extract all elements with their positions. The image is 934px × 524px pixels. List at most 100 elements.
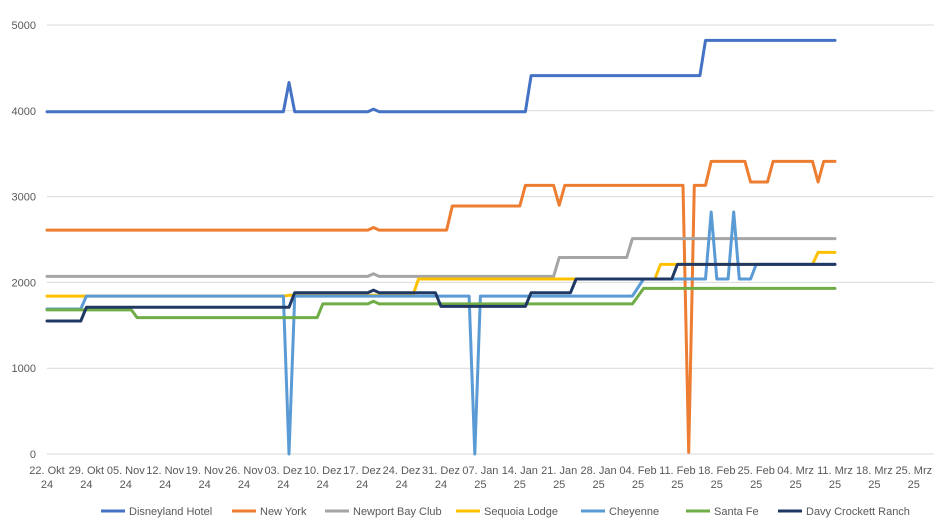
x-tick-label-year: 24 <box>80 479 92 491</box>
legend-item: Newport Bay Club <box>325 506 442 518</box>
x-tick-label-date: 14. Jan <box>502 465 538 477</box>
series-line-disneyland-hotel <box>45 38 837 114</box>
x-tick-label: 04. Feb 25 <box>619 465 656 491</box>
series-line-sequoia-lodge <box>45 250 837 298</box>
x-tick-label-date: 03. Dez <box>264 465 302 477</box>
x-tick-label: 29. Okt 24 <box>69 465 104 491</box>
legend-label: Disneyland Hotel <box>129 506 212 518</box>
legend-item: Sequoia Lodge <box>456 506 558 518</box>
x-tick-label-year: 25 <box>671 479 683 491</box>
x-tick-label: 26. Nov 24 <box>225 465 263 491</box>
series-line-newport-bay-club <box>45 237 837 278</box>
x-tick-label-year: 25 <box>829 479 841 491</box>
x-tick-label-date: 19. Nov <box>186 465 224 477</box>
x-tick-label-year: 25 <box>868 479 880 491</box>
y-tick-label: 5000 <box>12 20 36 32</box>
x-tick-label-date: 24. Dez <box>383 465 421 477</box>
y-tick-label: 0 <box>30 449 36 461</box>
x-tick-label-date: 07. Jan <box>462 465 498 477</box>
x-tick-label-date: 28. Jan <box>581 465 617 477</box>
y-tick-label: 3000 <box>12 192 36 204</box>
x-tick-label: 18. Mrz 25 <box>856 465 893 491</box>
x-tick-label-year: 24 <box>159 479 171 491</box>
legend-item: Davy Crockett Ranch <box>778 506 910 518</box>
x-tick-label-date: 10. Dez <box>304 465 342 477</box>
x-tick-label: 25. Mrz 25 <box>895 465 932 491</box>
x-tick-label: 21. Jan 25 <box>541 465 577 491</box>
x-tick-label-year: 25 <box>592 479 604 491</box>
x-tick-label: 28. Jan 25 <box>581 465 617 491</box>
x-tick-label-date: 18. Mrz <box>856 465 893 477</box>
x-tick-label: 19. Nov 24 <box>186 465 224 491</box>
x-tick-label-year: 25 <box>553 479 565 491</box>
x-tick-label-date: 29. Okt <box>69 465 104 477</box>
x-tick-label-date: 31. Dez <box>422 465 460 477</box>
legend-label: Santa Fe <box>714 506 759 518</box>
x-tick-label-date: 25. Feb <box>738 465 775 477</box>
legend-label: Newport Bay Club <box>353 506 442 518</box>
series-line-new-york <box>45 159 837 454</box>
x-tick-label: 05. Nov 24 <box>107 465 145 491</box>
x-tick-label-year: 24 <box>356 479 368 491</box>
x-tick-label-date: 04. Mrz <box>777 465 814 477</box>
y-tick-label: 1000 <box>12 363 36 375</box>
x-tick-label-date: 18. Feb <box>698 465 735 477</box>
x-tick-label: 14. Jan 25 <box>502 465 538 491</box>
x-tick-label: 24. Dez 24 <box>383 465 421 491</box>
y-axis: 0 1000 2000 3000 4000 5000 <box>12 20 36 461</box>
x-tick-label: 11. Mrz 25 <box>817 465 853 491</box>
x-tick-label: 18. Feb 25 <box>698 465 735 491</box>
series-line-davy-crockett-ranch <box>45 262 837 323</box>
x-tick-label-date: 25. Mrz <box>895 465 932 477</box>
x-tick-label: 22. Okt 24 <box>29 465 64 491</box>
y-tick-label: 4000 <box>12 106 36 118</box>
legend-label: New York <box>260 506 307 518</box>
x-tick-label-year: 25 <box>750 479 762 491</box>
legend-label: Davy Crockett Ranch <box>806 506 910 518</box>
x-tick-label: 04. Mrz 25 <box>777 465 814 491</box>
legend-item: New York <box>232 506 307 518</box>
x-tick-label-date: 26. Nov <box>225 465 263 477</box>
x-tick-label-year: 25 <box>514 479 526 491</box>
x-tick-label: 12. Nov 24 <box>146 465 184 491</box>
legend-label: Cheyenne <box>609 506 659 518</box>
x-tick-label-date: 11. Feb <box>659 465 696 477</box>
x-tick-label: 03. Dez 24 <box>264 465 302 491</box>
legend-label: Sequoia Lodge <box>484 506 558 518</box>
x-tick-label: 07. Jan 25 <box>462 465 498 491</box>
legend: Disneyland Hotel New York Newport Bay Club… <box>101 506 910 518</box>
x-tick-label: 25. Feb 25 <box>738 465 775 491</box>
x-tick-label-year: 24 <box>198 479 210 491</box>
x-tick-label-year: 24 <box>317 479 329 491</box>
legend-item: Cheyenne <box>581 506 659 518</box>
series-line-cheyenne <box>45 210 837 456</box>
x-tick-label-date: 04. Feb <box>619 465 656 477</box>
x-tick-label: 11. Feb 25 <box>659 465 696 491</box>
x-tick-label-year: 24 <box>395 479 407 491</box>
x-tick-label: 10. Dez 24 <box>304 465 342 491</box>
x-tick-label-year: 24 <box>277 479 289 491</box>
x-tick-label-year: 25 <box>789 479 801 491</box>
x-tick-label-date: 12. Nov <box>146 465 184 477</box>
x-tick-label: 17. Dez 24 <box>343 465 381 491</box>
x-tick-label-date: 21. Jan <box>541 465 577 477</box>
x-tick-label-year: 25 <box>908 479 920 491</box>
x-tick-label-year: 25 <box>474 479 486 491</box>
series-line-santa-fe <box>45 286 837 320</box>
legend-item: Santa Fe <box>686 506 759 518</box>
x-tick-label-year: 24 <box>120 479 132 491</box>
x-tick-label-year: 24 <box>41 479 53 491</box>
x-tick-label-year: 25 <box>632 479 644 491</box>
legend-item: Disneyland Hotel <box>101 506 212 518</box>
x-tick-label-date: 05. Nov <box>107 465 145 477</box>
y-tick-label: 2000 <box>12 277 36 289</box>
series-lines <box>45 38 837 456</box>
x-tick-label-date: 17. Dez <box>343 465 381 477</box>
x-tick-label-date: 11. Mrz <box>817 465 853 477</box>
x-tick-label: 31. Dez 24 <box>422 465 460 491</box>
x-tick-label-year: 24 <box>238 479 250 491</box>
x-tick-label-year: 25 <box>711 479 723 491</box>
